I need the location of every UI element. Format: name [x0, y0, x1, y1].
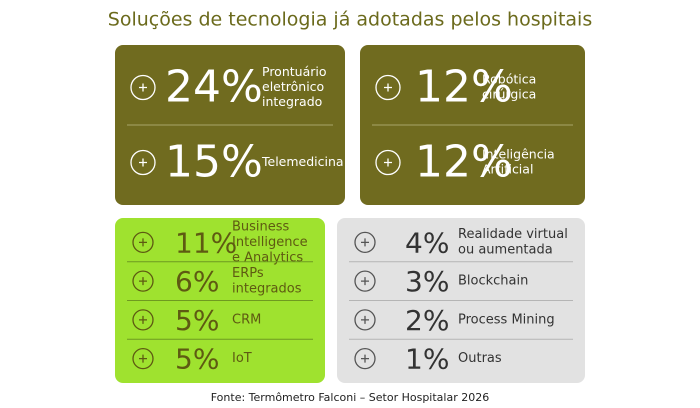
- percentage: 24%: [165, 62, 263, 113]
- icon: [354, 309, 376, 331]
- icon: [139, 158, 147, 167]
- icon: [139, 83, 147, 92]
- percentage: 5%: [175, 304, 219, 337]
- item-label: integrados: [232, 281, 302, 296]
- icon: [375, 149, 401, 176]
- icon: [361, 315, 369, 324]
- icon: [375, 74, 401, 101]
- icon: [132, 309, 154, 331]
- percentage: 12%: [415, 137, 513, 188]
- icon: [139, 354, 147, 363]
- item-label: cirúrgica: [482, 87, 536, 102]
- item-label: integrado: [262, 94, 322, 109]
- item-label: Robótica: [482, 72, 536, 87]
- item-label: IoT: [232, 351, 252, 366]
- icon: [139, 315, 147, 324]
- icon: [384, 158, 392, 167]
- icon: [132, 347, 154, 370]
- item-label: Business: [232, 219, 290, 234]
- item-label: Artificial: [482, 162, 533, 177]
- item-label: Telemedicina: [261, 154, 344, 169]
- icon: [132, 270, 154, 292]
- icon: [130, 74, 156, 101]
- item-label: Process Mining: [458, 312, 555, 327]
- percentage: 5%: [175, 343, 219, 376]
- percentage: 3%: [405, 265, 449, 298]
- icon: [139, 238, 147, 247]
- icon: [361, 354, 369, 363]
- percentage: 1%: [405, 343, 449, 376]
- item-label: ou aumentada: [458, 243, 553, 258]
- item-label: Outras: [458, 351, 502, 366]
- percentage: 4%: [405, 226, 449, 259]
- item-label: e Analytics: [232, 250, 303, 265]
- item-label: Realidade virtual: [458, 227, 568, 242]
- item-label: Blockchain: [458, 274, 528, 289]
- percentage: 11%: [175, 226, 237, 259]
- source: Fonte: Termômetro Falconi – Setor Hospit…: [211, 391, 489, 404]
- icon: [139, 277, 147, 286]
- icon: [354, 231, 376, 254]
- icon: [354, 270, 376, 292]
- percentage: 6%: [175, 265, 219, 298]
- item-label: Intelligence: [232, 235, 308, 250]
- item-label: Inteligência: [482, 147, 555, 162]
- icon: [132, 231, 154, 254]
- icon: [384, 83, 392, 92]
- icon: [361, 238, 369, 247]
- percentage: 12%: [415, 62, 513, 113]
- percentage: 15%: [165, 137, 263, 188]
- title: Soluções de tecnologia já adotadas pelos…: [108, 9, 592, 31]
- icon: [130, 149, 156, 176]
- icon: [354, 347, 376, 370]
- item-label: eletrônico: [262, 79, 324, 94]
- icon: [361, 277, 369, 286]
- item-label: ERPs: [232, 266, 264, 281]
- item-label: Prontuário: [262, 64, 327, 79]
- item-label: CRM: [232, 312, 261, 327]
- percentage: 2%: [405, 304, 449, 337]
